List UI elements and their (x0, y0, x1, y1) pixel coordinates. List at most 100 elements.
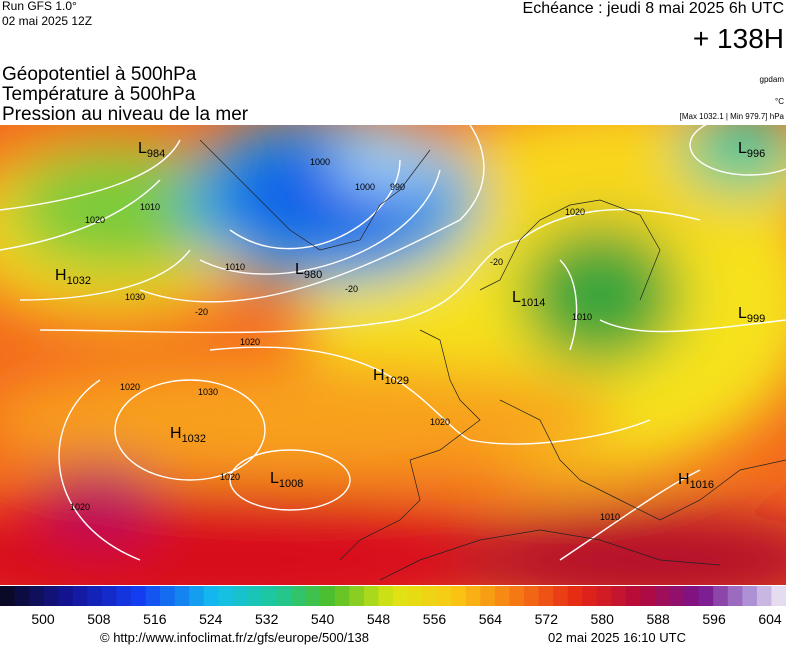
colorbar-label: 596 (702, 611, 726, 627)
colorbar-swatch (58, 586, 74, 606)
colorbar-swatch (625, 586, 641, 606)
colorbar-swatch (655, 586, 671, 606)
footer-url: © http://www.infoclimat.fr/z/gfs/europe/… (100, 630, 369, 645)
pressure-center: L1008 (270, 470, 303, 490)
colorbar-swatch (713, 586, 729, 606)
colorbar-swatch (189, 586, 205, 606)
colorbar-swatch (669, 586, 685, 606)
contour-label: 1020 (240, 337, 260, 347)
contour-label: 1010 (600, 512, 620, 522)
center-value: 996 (747, 148, 765, 160)
colorbar-swatch (436, 586, 452, 606)
colorbar-swatch (29, 586, 45, 606)
colorbar-swatch (756, 586, 772, 606)
unit-temp: °C (775, 97, 784, 106)
unit-geo: gpdam (760, 75, 785, 84)
colorbar-swatch (742, 586, 758, 606)
run-date: 02 mai 2025 12Z (2, 14, 92, 28)
colorbar-swatch (334, 586, 350, 606)
colorbar-swatch (553, 586, 569, 606)
colorbar-swatch (567, 586, 583, 606)
pressure-center: H1032 (55, 267, 91, 287)
colorbar-label: 524 (199, 611, 223, 627)
title-3: Pression au niveau de la mer (2, 104, 249, 125)
colorbar-swatch (582, 586, 598, 606)
colorbar-swatch (684, 586, 700, 606)
colorbar-swatch (43, 586, 59, 606)
colorbar-swatch (727, 586, 743, 606)
contour-label: 1030 (198, 387, 218, 397)
colorbar-label: 540 (311, 611, 335, 627)
colorbar-swatch (276, 586, 292, 606)
center-value: 1016 (690, 479, 714, 491)
colorbar: 500 508 516 524 532 540 548 556 564 572 580 588 596 6… (0, 586, 786, 627)
colorbar-swatch (232, 586, 248, 606)
center-type: H (678, 471, 690, 488)
colorbar-label: 604 (758, 611, 782, 627)
colorbar-label: 516 (143, 611, 167, 627)
colorbar-swatch (494, 586, 510, 606)
colorbar-label: 548 (367, 611, 391, 627)
center-type: H (373, 367, 385, 384)
colorbar-label: 532 (255, 611, 279, 627)
colorbar-swatch (0, 586, 16, 606)
contour-label: -20 (345, 284, 358, 294)
contour-label: 1030 (125, 292, 145, 302)
center-value: 1014 (521, 297, 545, 309)
colorbar-swatch (451, 586, 467, 606)
contour-label: 1020 (70, 502, 90, 512)
colorbar-swatch (509, 586, 525, 606)
contour-label: 1020 (220, 472, 240, 482)
colorbar-swatch (160, 586, 176, 606)
colorbar-swatch (101, 586, 117, 606)
contour-label: 1020 (85, 215, 105, 225)
pressure-center: L1014 (512, 289, 545, 309)
colorbar-swatch (480, 586, 496, 606)
center-type: L (738, 140, 747, 157)
center-type: L (295, 261, 304, 278)
colorbar-swatch (72, 586, 88, 606)
colorbar-label: 500 (31, 611, 55, 627)
colorbar-swatch (247, 586, 263, 606)
center-type: L (270, 470, 279, 487)
contour-label: -20 (490, 257, 503, 267)
colorbar-swatch (320, 586, 336, 606)
unit-pressure: [Max 1032.1 | Min 979.7] hPa (680, 112, 785, 121)
contour-label: 990 (390, 182, 405, 192)
colorbar-swatch (611, 586, 627, 606)
center-type: L (512, 289, 521, 306)
pressure-center: H1016 (678, 471, 714, 491)
center-type: L (738, 305, 747, 322)
echeance: Echéance : jeudi 8 mai 2025 6h UTC (523, 0, 784, 17)
pressure-center: L984 (138, 140, 165, 160)
colorbar-swatch (771, 586, 786, 606)
contour-label: 1010 (225, 262, 245, 272)
center-value: 1032 (182, 433, 206, 445)
lead-time: + 138H (693, 23, 784, 54)
center-value: 1029 (385, 375, 409, 387)
contour-label: 1010 (572, 312, 592, 322)
colorbar-swatch (218, 586, 234, 606)
isobars (0, 125, 786, 561)
colorbar-swatch (116, 586, 132, 606)
colorbar-swatch (87, 586, 103, 606)
colorbar-swatch (538, 586, 554, 606)
colorbar-swatch (422, 586, 438, 606)
colorbar-swatch (262, 586, 278, 606)
colorbar-swatch (174, 586, 190, 606)
colorbar-label: 588 (646, 611, 670, 627)
colorbar-swatch (14, 586, 30, 606)
colorbar-swatch (698, 586, 714, 606)
colorbar-swatch (203, 586, 219, 606)
pressure-center: H1029 (373, 367, 409, 387)
contour-label: 1020 (120, 382, 140, 392)
center-type: H (170, 425, 182, 442)
footer-stamp: 02 mai 2025 16:10 UTC (548, 630, 686, 645)
colorbar-swatch (349, 586, 365, 606)
pressure-center: L999 (738, 305, 765, 325)
colorbar-swatch (596, 586, 612, 606)
colorbar-swatch (378, 586, 394, 606)
title-1: Géopotentiel à 500hPa (2, 64, 197, 85)
colorbar-swatch (305, 586, 321, 606)
contour-label: 1000 (310, 157, 330, 167)
